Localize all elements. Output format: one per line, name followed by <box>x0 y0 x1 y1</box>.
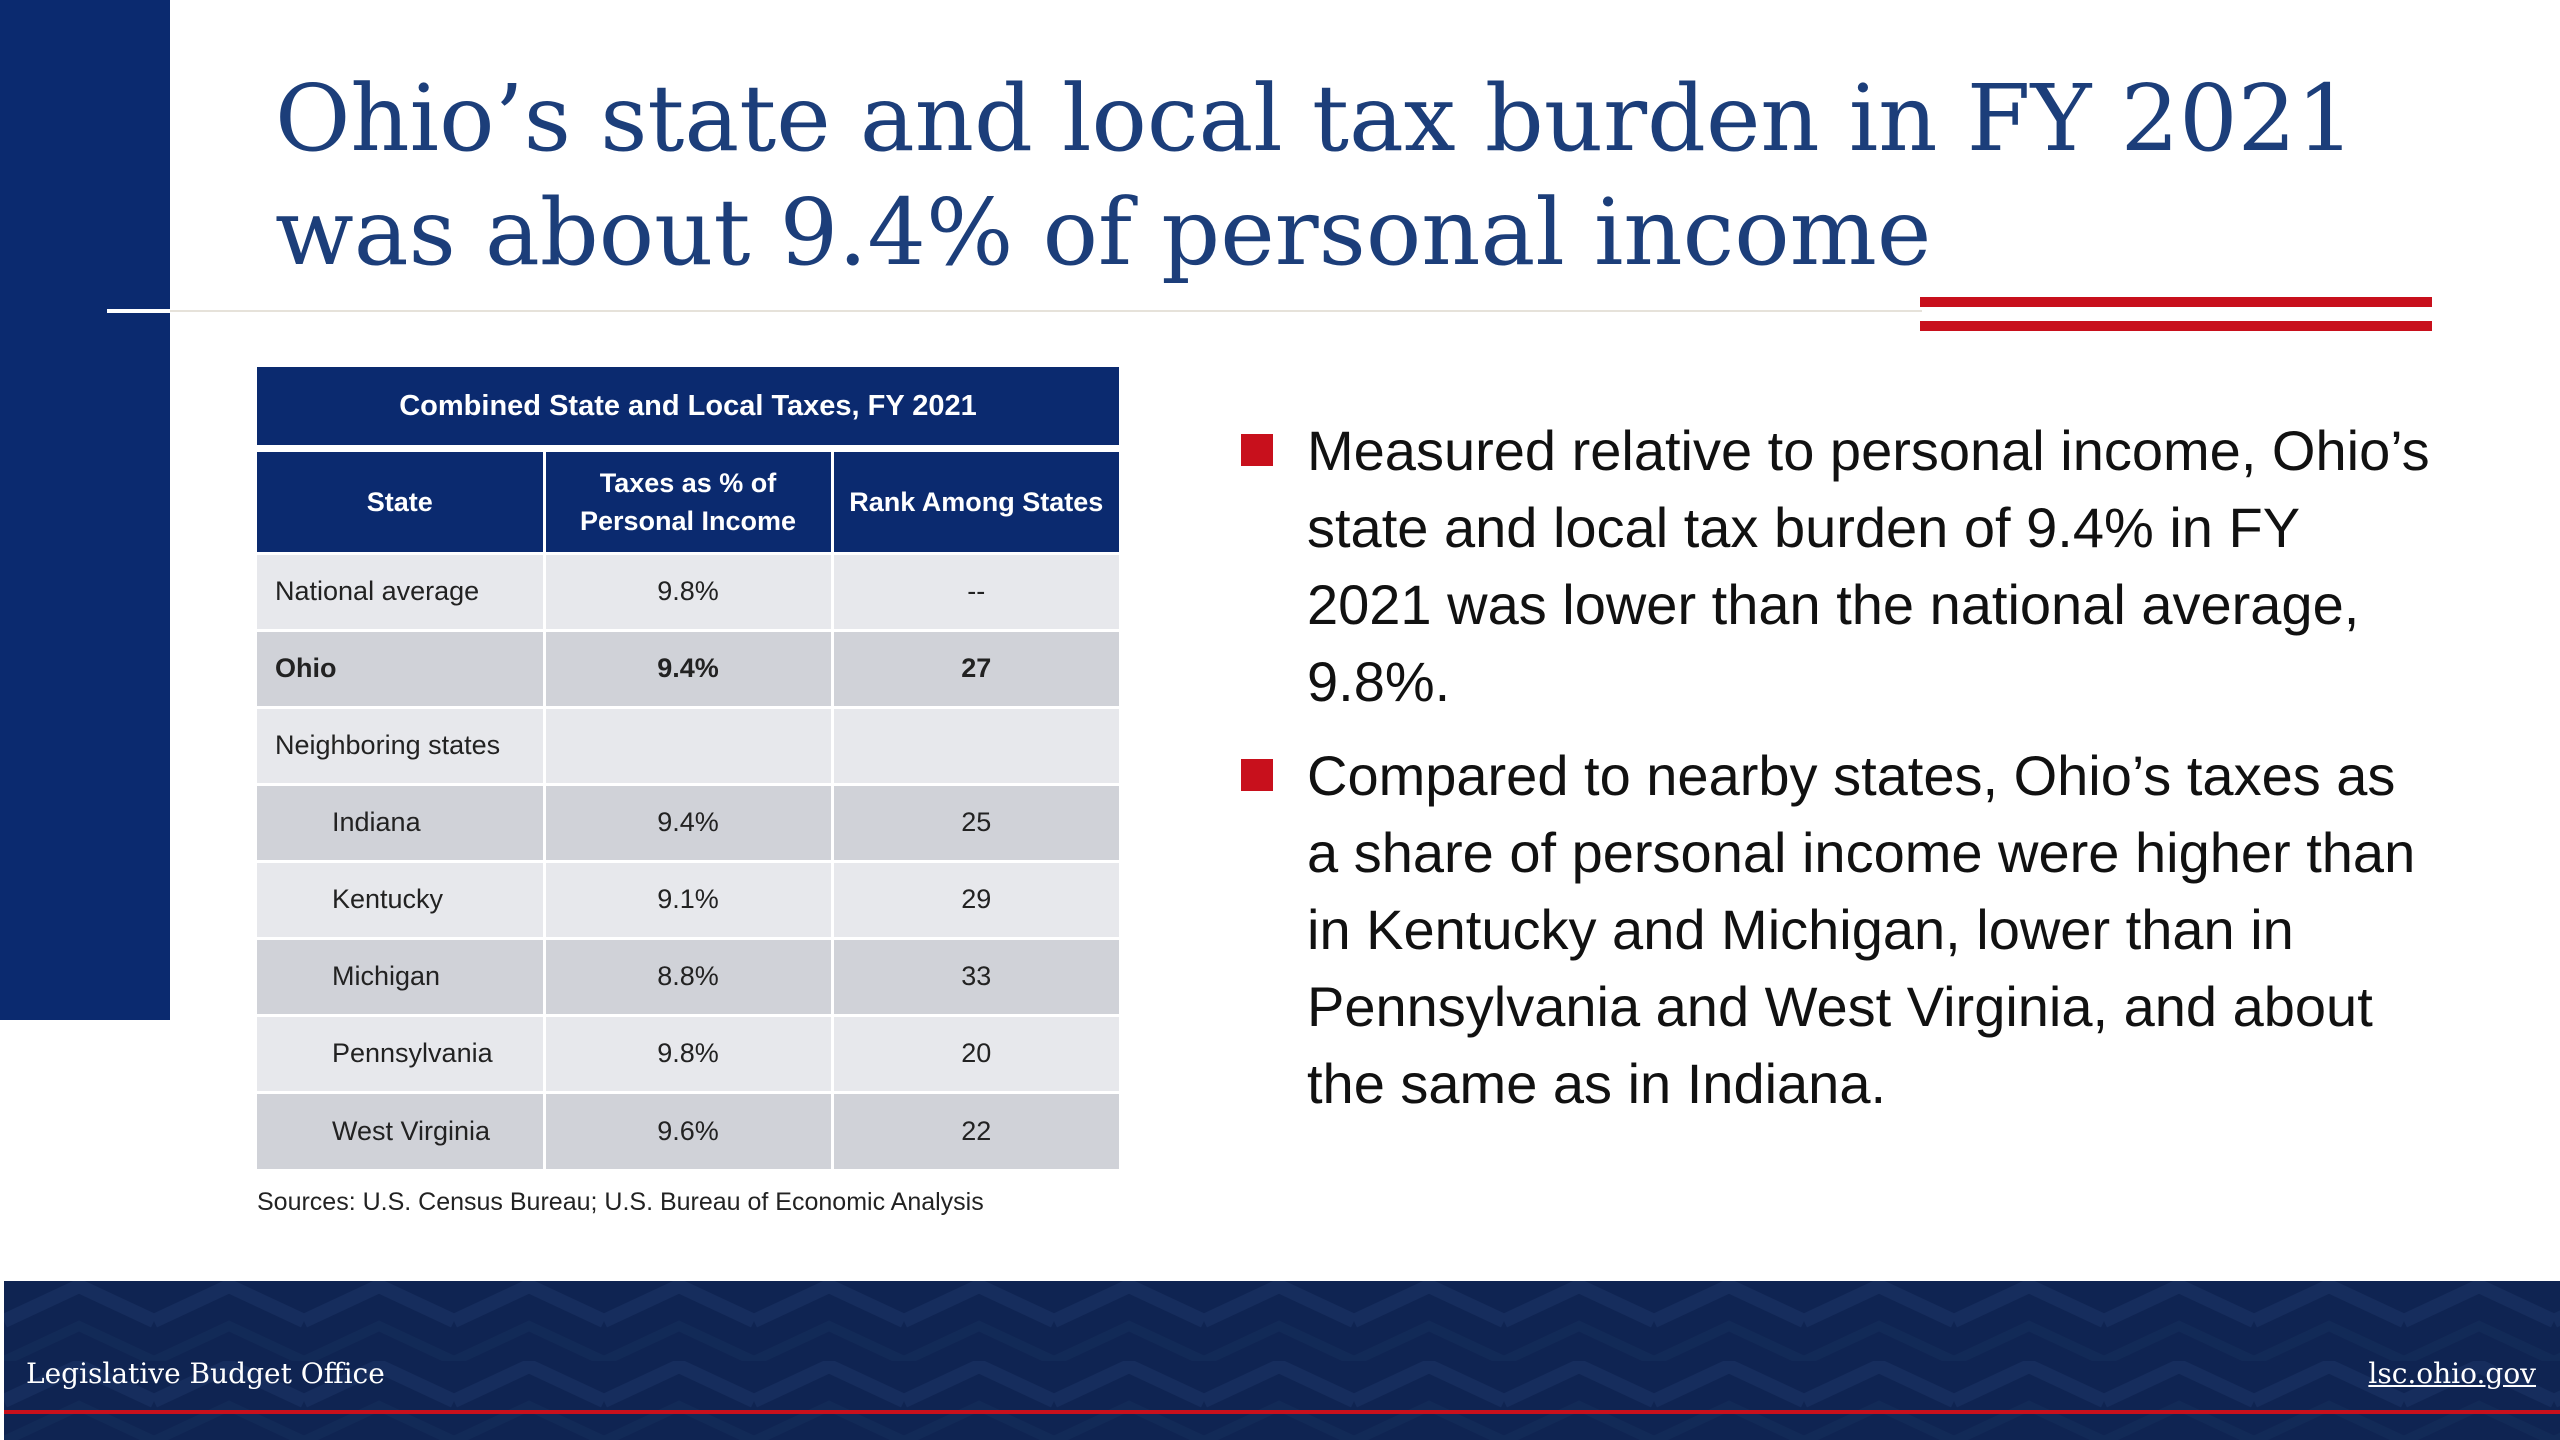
cell-rank: -- <box>832 551 1119 630</box>
table-row: West Virginia 9.6% 22 <box>257 1090 1119 1169</box>
cell-rank: 27 <box>832 628 1119 707</box>
cell-taxes: 8.8% <box>544 936 834 1015</box>
cell-rank <box>832 705 1119 784</box>
cell-state: Ohio <box>257 628 546 707</box>
cell-rank: 33 <box>832 936 1119 1015</box>
header-taxes-percent: Taxes as % of Personal Income <box>544 452 834 553</box>
title-divider <box>107 310 1922 312</box>
cell-state: Kentucky <box>257 859 546 938</box>
red-square-bullet-icon <box>1241 759 1273 791</box>
cell-taxes: 9.6% <box>544 1090 834 1169</box>
cell-taxes: 9.1% <box>544 859 834 938</box>
bullet-item: Compared to nearby states, Ohio’s taxes … <box>1237 737 2437 1122</box>
bullet-text: Compared to nearby states, Ohio’s taxes … <box>1307 744 2416 1115</box>
table-row: National average 9.8% -- <box>257 551 1119 630</box>
table-caption: Combined State and Local Taxes, FY 2021 <box>257 367 1119 445</box>
table-row: Pennsylvania 9.8% 20 <box>257 1013 1119 1092</box>
cell-taxes <box>544 705 834 784</box>
cell-state: Indiana <box>257 782 546 861</box>
footer-band: Legislative Budget Office lsc.ohio.gov <box>4 1281 2560 1440</box>
cell-state: Pennsylvania <box>257 1013 546 1092</box>
sources-note: Sources: U.S. Census Bureau; U.S. Bureau… <box>257 1188 984 1216</box>
table-row: Kentucky 9.1% 29 <box>257 859 1119 938</box>
cell-taxes: 9.8% <box>544 551 834 630</box>
slide-title: Ohio’s state and local tax burden in FY … <box>275 62 2355 290</box>
cell-state: Neighboring states <box>257 705 546 784</box>
cell-taxes: 9.8% <box>544 1013 834 1092</box>
tax-table-panel: Combined State and Local Taxes, FY 2021 … <box>257 367 1119 1169</box>
left-accent-bar <box>0 0 170 1020</box>
red-accent-rule-bottom <box>1920 321 2432 331</box>
cell-taxes: 9.4% <box>544 628 834 707</box>
table-row-highlighted: Ohio 9.4% 27 <box>257 628 1119 707</box>
slide-title-line-1: Ohio’s state and local tax burden in FY … <box>275 65 2355 172</box>
bullet-list: Measured relative to personal income, Oh… <box>1237 412 2437 1139</box>
cell-rank: 22 <box>832 1090 1119 1169</box>
cell-state: National average <box>257 551 546 630</box>
cell-state: Michigan <box>257 936 546 1015</box>
table-row-group-label: Neighboring states <box>257 705 1119 784</box>
red-square-bullet-icon <box>1241 434 1273 466</box>
cell-state: West Virginia <box>257 1090 546 1169</box>
cell-rank: 25 <box>832 782 1119 861</box>
bullet-item: Measured relative to personal income, Oh… <box>1237 412 2437 720</box>
footer-red-line <box>4 1410 2560 1414</box>
table-row: Michigan 8.8% 33 <box>257 936 1119 1015</box>
cell-rank: 29 <box>832 859 1119 938</box>
slide-title-line-2: was about 9.4% of personal income <box>275 179 1932 286</box>
cell-rank: 20 <box>832 1013 1119 1092</box>
header-rank: Rank Among States <box>832 452 1119 553</box>
table-row: Indiana 9.4% 25 <box>257 782 1119 861</box>
footer-website-link[interactable]: lsc.ohio.gov <box>2368 1357 2536 1390</box>
cell-taxes: 9.4% <box>544 782 834 861</box>
table-header-row: State Taxes as % of Personal Income Rank… <box>257 452 1119 553</box>
footer-texture-pattern <box>4 1281 2560 1440</box>
tax-table: State Taxes as % of Personal Income Rank… <box>257 452 1119 1169</box>
bullet-text: Measured relative to personal income, Oh… <box>1307 419 2430 713</box>
footer-organization-name: Legislative Budget Office <box>26 1357 385 1390</box>
red-accent-rule-top <box>1920 297 2432 307</box>
title-divider-highlight <box>107 309 170 313</box>
header-state: State <box>257 452 546 553</box>
